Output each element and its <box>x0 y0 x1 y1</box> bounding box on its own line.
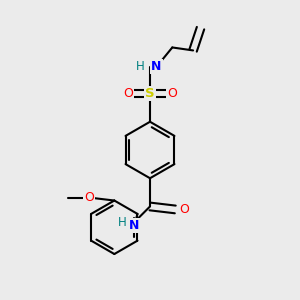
Text: H: H <box>117 216 126 229</box>
Text: O: O <box>84 191 94 204</box>
Text: N: N <box>129 219 140 232</box>
Text: S: S <box>145 87 155 100</box>
Text: O: O <box>179 203 189 216</box>
Text: N: N <box>152 60 162 73</box>
Text: O: O <box>123 87 133 100</box>
Text: O: O <box>167 87 177 100</box>
Text: H: H <box>136 60 145 73</box>
